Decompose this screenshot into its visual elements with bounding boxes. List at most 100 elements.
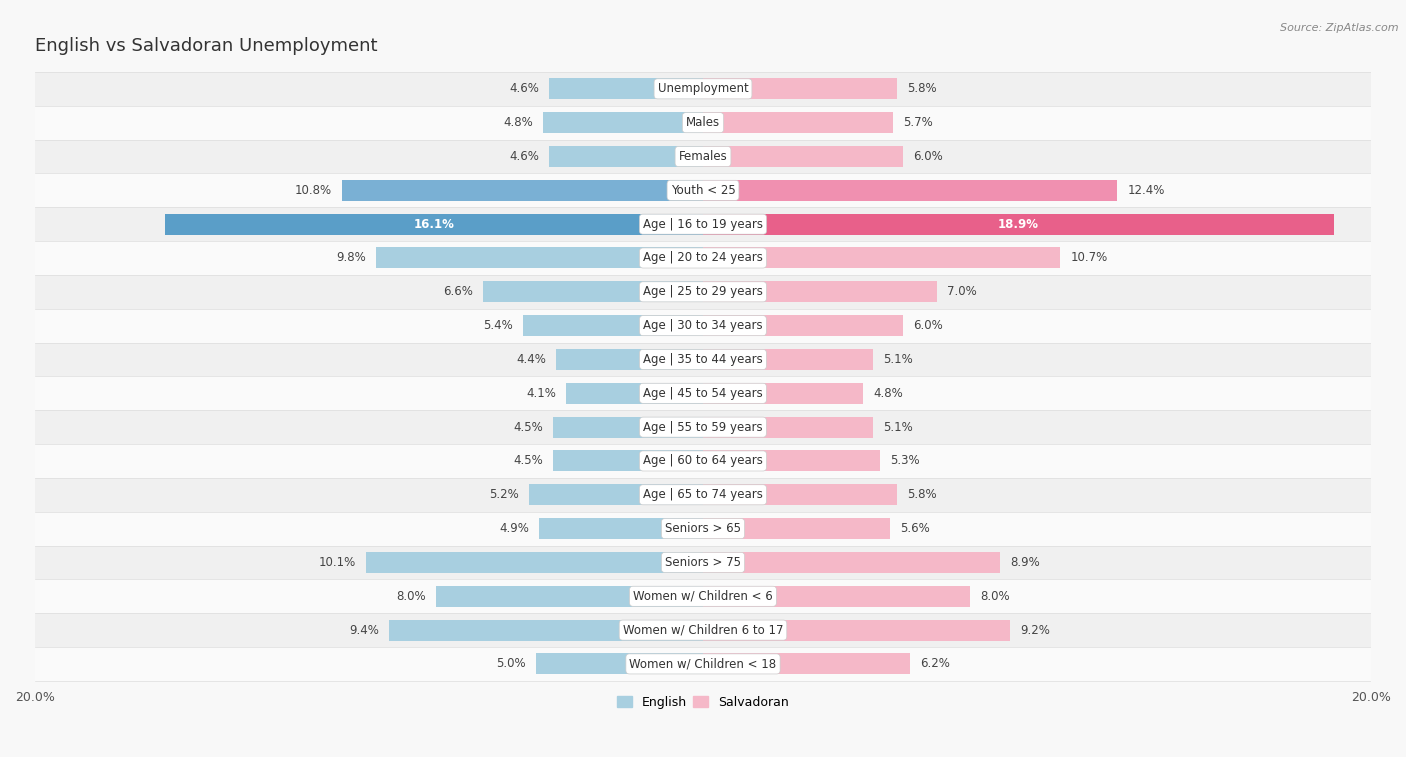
Bar	[35, 309, 1371, 343]
Text: 4.8%: 4.8%	[503, 116, 533, 129]
Text: 4.9%: 4.9%	[499, 522, 529, 535]
Bar	[436, 586, 703, 607]
Bar	[35, 546, 1371, 579]
Bar	[703, 552, 1000, 573]
Text: Age | 65 to 74 years: Age | 65 to 74 years	[643, 488, 763, 501]
Bar	[166, 213, 703, 235]
Text: 4.5%: 4.5%	[513, 454, 543, 468]
Text: Seniors > 75: Seniors > 75	[665, 556, 741, 569]
Bar	[35, 106, 1371, 139]
Bar	[703, 484, 897, 505]
Text: Age | 60 to 64 years: Age | 60 to 64 years	[643, 454, 763, 468]
Text: 4.6%: 4.6%	[509, 150, 540, 163]
Text: Youth < 25: Youth < 25	[671, 184, 735, 197]
Text: Women w/ Children < 18: Women w/ Children < 18	[630, 657, 776, 671]
Bar	[482, 282, 703, 302]
Text: 6.6%: 6.6%	[443, 285, 472, 298]
Bar	[703, 586, 970, 607]
Bar	[550, 146, 703, 167]
Bar	[35, 376, 1371, 410]
Bar	[555, 349, 703, 370]
Text: 5.2%: 5.2%	[489, 488, 519, 501]
Text: 4.8%: 4.8%	[873, 387, 903, 400]
Bar	[703, 248, 1060, 269]
Text: Source: ZipAtlas.com: Source: ZipAtlas.com	[1281, 23, 1399, 33]
Bar	[35, 478, 1371, 512]
Bar	[366, 552, 703, 573]
Text: Women w/ Children < 6: Women w/ Children < 6	[633, 590, 773, 603]
Bar	[703, 315, 904, 336]
Text: 10.8%: 10.8%	[295, 184, 332, 197]
Bar	[553, 416, 703, 438]
Bar	[550, 79, 703, 99]
Text: 8.9%: 8.9%	[1011, 556, 1040, 569]
Text: 5.1%: 5.1%	[883, 421, 912, 434]
Bar	[567, 383, 703, 403]
Text: Age | 45 to 54 years: Age | 45 to 54 years	[643, 387, 763, 400]
Bar	[703, 180, 1118, 201]
Text: 12.4%: 12.4%	[1128, 184, 1164, 197]
Bar	[35, 512, 1371, 546]
Bar	[703, 416, 873, 438]
Text: English vs Salvadoran Unemployment: English vs Salvadoran Unemployment	[35, 37, 377, 55]
Text: Unemployment: Unemployment	[658, 83, 748, 95]
Text: Age | 30 to 34 years: Age | 30 to 34 years	[643, 319, 763, 332]
Bar	[703, 383, 863, 403]
Bar	[35, 613, 1371, 647]
Text: Seniors > 65: Seniors > 65	[665, 522, 741, 535]
Bar	[703, 282, 936, 302]
Text: 5.1%: 5.1%	[883, 353, 912, 366]
Text: 10.7%: 10.7%	[1070, 251, 1108, 264]
Text: 10.1%: 10.1%	[318, 556, 356, 569]
Bar	[703, 213, 1334, 235]
Text: Age | 55 to 59 years: Age | 55 to 59 years	[643, 421, 763, 434]
Bar	[543, 112, 703, 133]
Bar	[553, 450, 703, 472]
Text: Females: Females	[679, 150, 727, 163]
Text: Age | 25 to 29 years: Age | 25 to 29 years	[643, 285, 763, 298]
Text: 5.0%: 5.0%	[496, 657, 526, 671]
Bar	[529, 484, 703, 505]
Bar	[375, 248, 703, 269]
Bar	[35, 343, 1371, 376]
Text: Women w/ Children 6 to 17: Women w/ Children 6 to 17	[623, 624, 783, 637]
Text: 4.1%: 4.1%	[526, 387, 555, 400]
Text: 4.6%: 4.6%	[509, 83, 540, 95]
Text: Age | 20 to 24 years: Age | 20 to 24 years	[643, 251, 763, 264]
Text: 5.4%: 5.4%	[482, 319, 513, 332]
Bar	[703, 620, 1011, 640]
Bar	[35, 275, 1371, 309]
Text: 9.2%: 9.2%	[1021, 624, 1050, 637]
Text: 8.0%: 8.0%	[980, 590, 1010, 603]
Bar	[540, 518, 703, 539]
Text: 7.0%: 7.0%	[946, 285, 977, 298]
Bar	[35, 207, 1371, 241]
Bar	[35, 579, 1371, 613]
Bar	[536, 653, 703, 674]
Text: 5.6%: 5.6%	[900, 522, 929, 535]
Text: 16.1%: 16.1%	[413, 218, 454, 231]
Bar	[342, 180, 703, 201]
Text: Males: Males	[686, 116, 720, 129]
Bar	[35, 173, 1371, 207]
Text: Age | 35 to 44 years: Age | 35 to 44 years	[643, 353, 763, 366]
Text: 5.7%: 5.7%	[904, 116, 934, 129]
Bar	[35, 241, 1371, 275]
Text: 6.0%: 6.0%	[914, 319, 943, 332]
Bar	[35, 444, 1371, 478]
Bar	[703, 112, 893, 133]
Bar	[35, 139, 1371, 173]
Text: 5.3%: 5.3%	[890, 454, 920, 468]
Text: 9.4%: 9.4%	[349, 624, 380, 637]
Text: 6.0%: 6.0%	[914, 150, 943, 163]
Bar	[703, 349, 873, 370]
Bar	[703, 518, 890, 539]
Legend: English, Salvadoran: English, Salvadoran	[612, 690, 794, 714]
Bar	[703, 79, 897, 99]
Text: 9.8%: 9.8%	[336, 251, 366, 264]
Text: 5.8%: 5.8%	[907, 83, 936, 95]
Text: 4.4%: 4.4%	[516, 353, 546, 366]
Bar	[703, 653, 910, 674]
Bar	[523, 315, 703, 336]
Text: 6.2%: 6.2%	[920, 657, 950, 671]
